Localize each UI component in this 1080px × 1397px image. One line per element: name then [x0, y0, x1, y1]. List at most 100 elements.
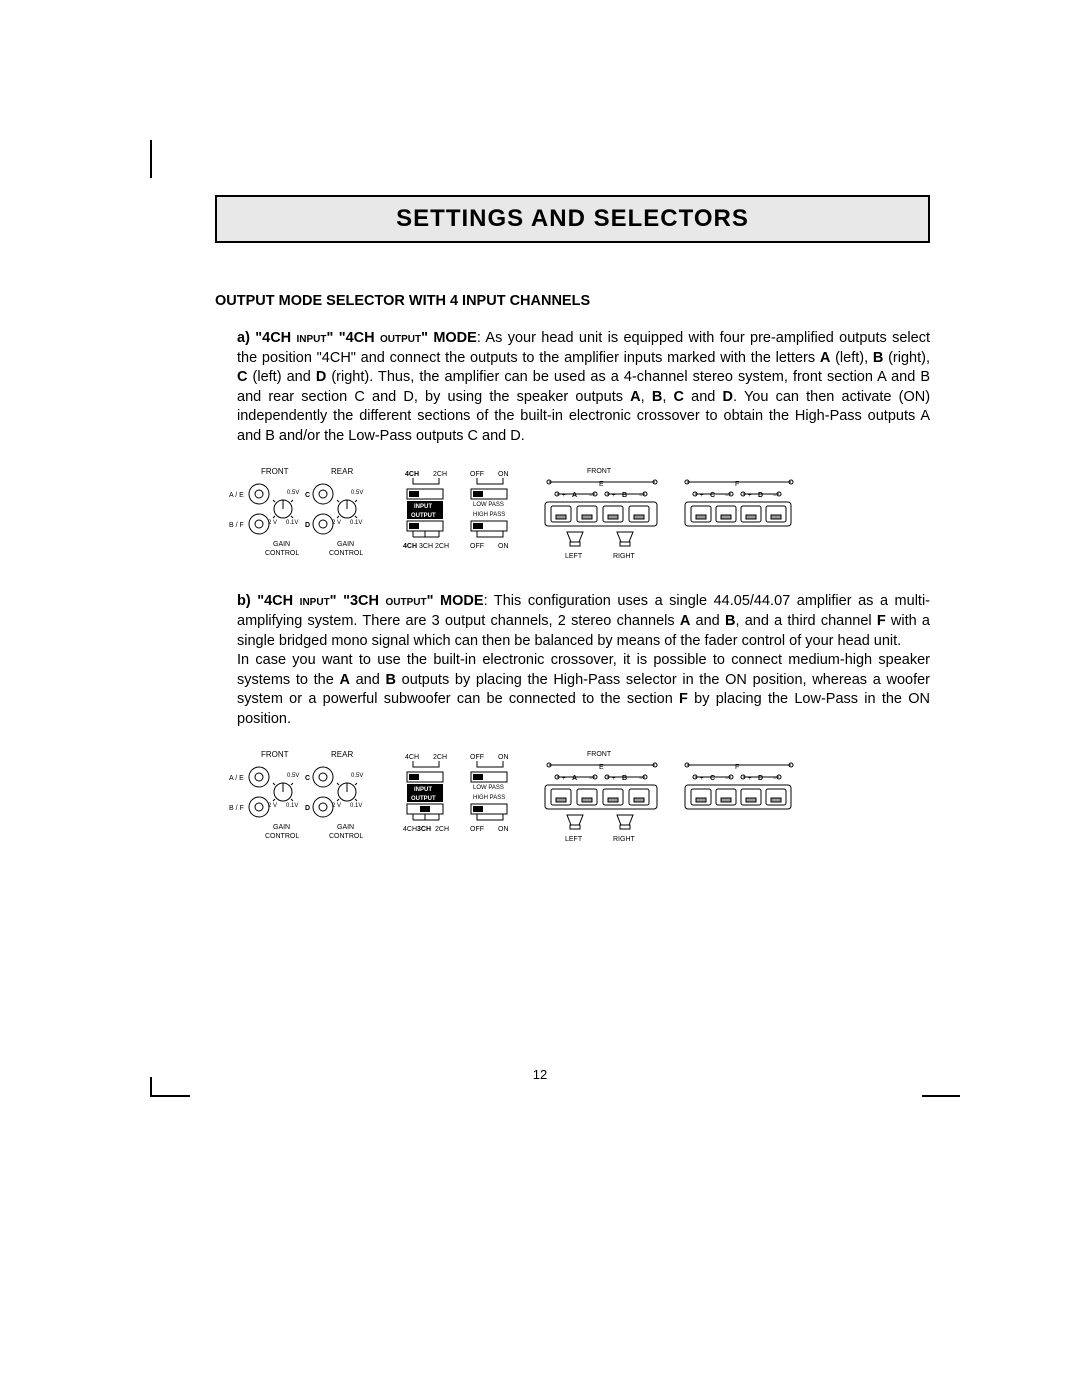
svg-text:REAR: REAR: [331, 467, 353, 476]
svg-text:B / F: B / F: [229, 805, 244, 812]
svg-text:0.1V: 0.1V: [350, 520, 362, 526]
svg-text:OUTPUT: OUTPUT: [411, 513, 436, 519]
switch-panel-b: 4CH 2CH INPUT OUTPUT 4CH 3CH 2CH OFF ON …: [395, 747, 525, 847]
svg-text:OFF: OFF: [470, 471, 484, 478]
svg-text:GAIN: GAIN: [337, 541, 354, 548]
b-label-a2: A: [339, 672, 349, 688]
speaker-panel-b1: FRONT E +− +− A B LEFT RIGHT: [537, 747, 667, 847]
mode-a-sub2: OUTPUT: [380, 334, 421, 345]
svg-text:0.5V: 0.5V: [351, 773, 363, 779]
svg-text:D: D: [758, 492, 763, 499]
svg-text:+: +: [748, 776, 752, 782]
mode-a-t3: (right),: [883, 350, 930, 366]
svg-text:+: +: [748, 493, 752, 499]
svg-text:+: +: [700, 493, 704, 499]
svg-text:2CH: 2CH: [433, 471, 447, 478]
label-c2: C: [674, 389, 684, 405]
svg-text:ON: ON: [498, 471, 509, 478]
svg-text:2CH: 2CH: [433, 754, 447, 761]
diagram-mode-a: FRONT REAR A / E B / F 0.5V 2 V 0.1V GAI…: [223, 464, 930, 564]
svg-text:2CH: 2CH: [435, 826, 449, 833]
svg-text:−: −: [725, 776, 729, 782]
gain-panel-a: FRONT REAR A / E B / F 0.5V 2 V 0.1V GAI…: [223, 464, 383, 564]
svg-text:A: A: [572, 492, 577, 499]
svg-text:OFF: OFF: [470, 754, 484, 761]
speaker-panel-a2: F +− +− C D: [679, 464, 799, 564]
diagram-mode-b: FRONT REAR A / E B / F 0.5V 2 V 0.1V GAI…: [223, 747, 930, 847]
svg-text:2 V: 2 V: [332, 803, 341, 809]
mode-a-t2: (left),: [830, 350, 873, 366]
svg-text:0.5V: 0.5V: [287, 773, 299, 779]
svg-text:ON: ON: [498, 826, 509, 833]
svg-text:2CH: 2CH: [435, 543, 449, 550]
mode-b-suffix: " MODE: [427, 593, 484, 609]
svg-text:INPUT: INPUT: [414, 787, 432, 793]
svg-text:2 V: 2 V: [268, 520, 277, 526]
svg-text:4CH: 4CH: [405, 471, 419, 478]
svg-text:−: −: [773, 493, 777, 499]
mode-a-prefix: a) "4CH: [237, 330, 297, 346]
comma1: ,: [641, 389, 652, 405]
svg-text:D: D: [305, 805, 310, 812]
label-a: A: [820, 350, 830, 366]
label-b: B: [873, 350, 883, 366]
svg-text:−: −: [639, 776, 643, 782]
mode-b-sub1: INPUT: [300, 597, 330, 608]
svg-text:B / F: B / F: [229, 522, 244, 529]
mode-a-suffix: " MODE: [421, 330, 477, 346]
svg-text:LEFT: LEFT: [565, 836, 583, 843]
svg-text:RIGHT: RIGHT: [613, 553, 636, 560]
b-label-b: B: [725, 613, 735, 629]
svg-text:0.5V: 0.5V: [351, 490, 363, 496]
svg-text:OFF: OFF: [470, 543, 484, 550]
mode-a-mid: " "4CH: [327, 330, 380, 346]
speaker-panel-a1: FRONT E +− +− A B LEFT RIGHT: [537, 464, 667, 564]
svg-text:A / E: A / E: [229, 492, 244, 499]
svg-text:GAIN: GAIN: [273, 541, 290, 548]
svg-text:+: +: [612, 776, 616, 782]
svg-text:C: C: [710, 492, 715, 499]
page-title: SETTINGS AND SELECTORS: [396, 205, 749, 232]
label-d2: D: [723, 389, 733, 405]
mode-a-t4: (left) and: [247, 369, 315, 385]
svg-text:GAIN: GAIN: [273, 824, 290, 831]
svg-text:3CH: 3CH: [419, 543, 433, 550]
svg-text:D: D: [305, 522, 310, 529]
svg-text:4CH: 4CH: [405, 754, 419, 761]
svg-text:GAIN: GAIN: [337, 824, 354, 831]
page-title-box: SETTINGS AND SELECTORS: [215, 195, 930, 243]
svg-text:REAR: REAR: [331, 750, 353, 759]
svg-text:4CH: 4CH: [403, 826, 417, 833]
svg-text:D: D: [758, 775, 763, 782]
svg-text:CONTROL: CONTROL: [329, 550, 363, 557]
mode-b-paragraph: b) "4CH INPUT" "3CH OUTPUT" MODE: This c…: [237, 592, 930, 729]
svg-text:ON: ON: [498, 754, 509, 761]
section-heading: OUTPUT MODE SELECTOR WITH 4 INPUT CHANNE…: [215, 293, 930, 309]
svg-text:INPUT: INPUT: [414, 504, 432, 510]
svg-text:OUTPUT: OUTPUT: [411, 796, 436, 802]
svg-text:−: −: [725, 493, 729, 499]
svg-text:OFF: OFF: [470, 826, 484, 833]
comma2: ,: [662, 389, 673, 405]
svg-text:+: +: [562, 776, 566, 782]
svg-text:HIGH PASS: HIGH PASS: [473, 512, 505, 518]
b-label-f: F: [877, 613, 886, 629]
svg-text:4CH: 4CH: [403, 543, 417, 550]
svg-text:LOW PASS: LOW PASS: [473, 785, 504, 791]
svg-text:+: +: [612, 493, 616, 499]
svg-text:C: C: [305, 492, 310, 499]
svg-text:0.1V: 0.1V: [286, 520, 298, 526]
and1: and: [691, 389, 715, 405]
svg-text:HIGH PASS: HIGH PASS: [473, 795, 505, 801]
svg-text:−: −: [639, 493, 643, 499]
svg-text:FRONT: FRONT: [587, 751, 612, 758]
speaker-panel-b2: F +− +− C D: [679, 747, 799, 847]
b-label-f2: F: [679, 691, 688, 707]
label-c: C: [237, 369, 247, 385]
mode-b-t3: , and a third channel: [735, 613, 876, 629]
mode-b-sub2: OUTPUT: [386, 597, 427, 608]
svg-text:2 V: 2 V: [332, 520, 341, 526]
svg-text:LEFT: LEFT: [565, 553, 583, 560]
mode-b-prefix: b) "4CH: [237, 593, 300, 609]
mode-b-mid: " "3CH: [330, 593, 386, 609]
